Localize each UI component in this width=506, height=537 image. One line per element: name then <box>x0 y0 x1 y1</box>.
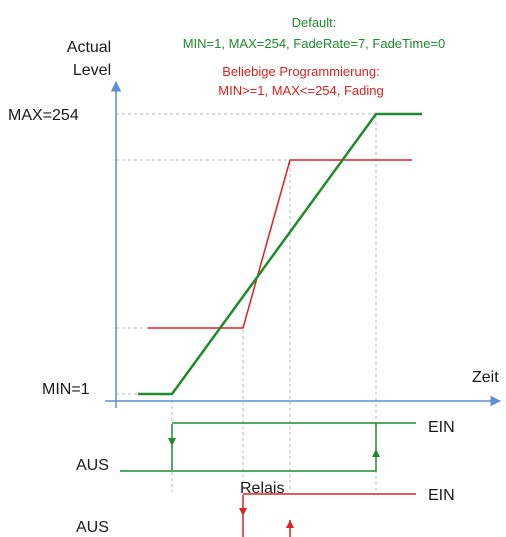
default-series-line <box>138 112 422 396</box>
legend-default-params: MIN=1, MAX=254, FadeRate=7, FadeTime=0 <box>183 36 446 51</box>
relay-default-signal <box>120 422 416 472</box>
legend-default-title: Default: <box>292 15 337 30</box>
relay-default-on-label: EIN <box>428 419 455 436</box>
legend-fading-title: Beliebige Programmierung: <box>222 64 380 79</box>
relay-default-off-label: AUS <box>76 457 109 474</box>
horizontal-guides <box>116 113 375 395</box>
y-axis-label-actual: Actual <box>67 39 111 56</box>
relay-default-up-arrow <box>372 449 380 457</box>
vertical-guides <box>171 116 377 492</box>
relay-fading-down-arrow <box>239 508 247 516</box>
relay-fading-off-label: AUS <box>76 519 109 536</box>
fading-series-line <box>148 159 412 329</box>
y-axis-label-level: Level <box>73 62 111 79</box>
relay-fading-on-label: EIN <box>428 487 455 504</box>
min-level-label: MIN=1 <box>42 381 90 398</box>
relay-default-down-arrow <box>168 438 176 446</box>
relay-label: Relais <box>240 480 284 497</box>
max-level-label: MAX=254 <box>8 107 79 124</box>
legend-fading-params: MIN>=1, MAX<=254, Fading <box>218 83 383 98</box>
time-axis-label: Zeit <box>472 369 499 386</box>
relay-fading-up-arrow <box>286 520 294 528</box>
